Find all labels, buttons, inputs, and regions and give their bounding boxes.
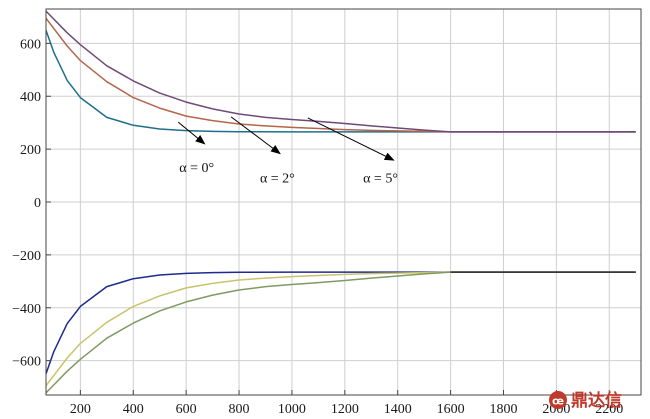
annotation-arrow-0 [177,121,206,145]
watermark: œ 鼎达信 [549,390,622,411]
annotation-arrow-2 [307,117,395,161]
annotation-label-2: α = 5° [363,171,398,186]
y-tick-label: −400 [12,302,41,317]
x-tick-label: 400 [123,402,144,417]
x-tick-label: 200 [70,402,91,417]
y-tick-label: 0 [34,196,41,211]
series-line-1 [45,17,636,133]
x-tick-label: 1200 [331,402,359,417]
series-line-5 [45,271,636,394]
annotation-arrow-1 [230,116,281,155]
series-group [45,10,636,394]
x-tick-label: 1800 [489,402,517,417]
watermark-logo-icon [549,391,567,409]
y-tick-label: 200 [20,143,41,158]
x-tick-label: 1400 [384,402,412,417]
y-tick-label: 400 [20,90,41,105]
annotation-label-0: α = 0° [179,161,214,176]
x-axis: 200 400 600 800 1000 1200 1400 1600 1800 2000 2200 [70,390,623,417]
x-tick-label: 800 [229,402,250,417]
annotation-label-1: α = 2° [260,171,295,186]
annotations: α = 0° α = 2° α = 5° [177,116,398,186]
series-line-4 [45,271,636,387]
y-axis: −600 −400 −200 0 200 400 600 [12,37,51,370]
series-line-2 [45,10,636,133]
y-tick-label: −200 [12,249,41,264]
x-tick-label: 2200 [595,402,623,417]
x-tick-label: 1000 [278,402,306,417]
watermark-text: 鼎达信 [571,390,622,411]
watermark-logo-glyph: œ [552,395,564,408]
y-tick-label: 600 [20,37,41,52]
x-tick-label: 600 [176,402,197,417]
x-tick-label: 1600 [437,402,465,417]
grid-lines [46,9,641,395]
y-tick-label: −600 [12,355,41,370]
